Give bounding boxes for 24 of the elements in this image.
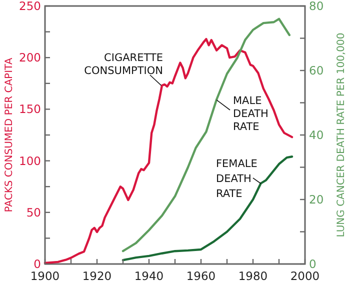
x-tick-label: 1900 <box>30 269 60 283</box>
x-tick-label: 1940 <box>134 269 164 283</box>
annotation: FEMALE DEATH RATE <box>216 158 258 200</box>
x-tick-label: 1960 <box>186 269 216 283</box>
line-series <box>122 156 294 262</box>
y-tick-label: 250 <box>19 0 41 13</box>
x-tick-label: 1920 <box>82 269 112 283</box>
y-axis-title: PACKS CONSUMED PER CAPITA <box>4 58 15 212</box>
y2-tick-label: 0 <box>309 257 316 271</box>
annotation: MALE DEATH RATE <box>233 95 268 133</box>
line-series <box>44 38 294 264</box>
y2-tick-label: 80 <box>309 0 324 13</box>
y-tick-label: 100 <box>19 154 41 168</box>
y-tick-label: 150 <box>19 102 41 116</box>
y2-axis-title: LUNG CANCER DEATH RATE PER 100,000 <box>336 32 347 238</box>
y-tick-label: 50 <box>26 205 41 220</box>
x-tick-label: 1980 <box>238 269 268 283</box>
y-tick-label: 0 <box>34 257 41 271</box>
y2-tick-label: 60 <box>309 64 324 78</box>
y-tick-label: 200 <box>19 50 41 65</box>
y2-tick-label: 40 <box>309 128 324 142</box>
x-tick-label: 2000 <box>290 269 320 283</box>
annotation: CIGARETTE CONSUMPTION <box>84 52 163 77</box>
y2-tick-label: 20 <box>309 192 324 206</box>
